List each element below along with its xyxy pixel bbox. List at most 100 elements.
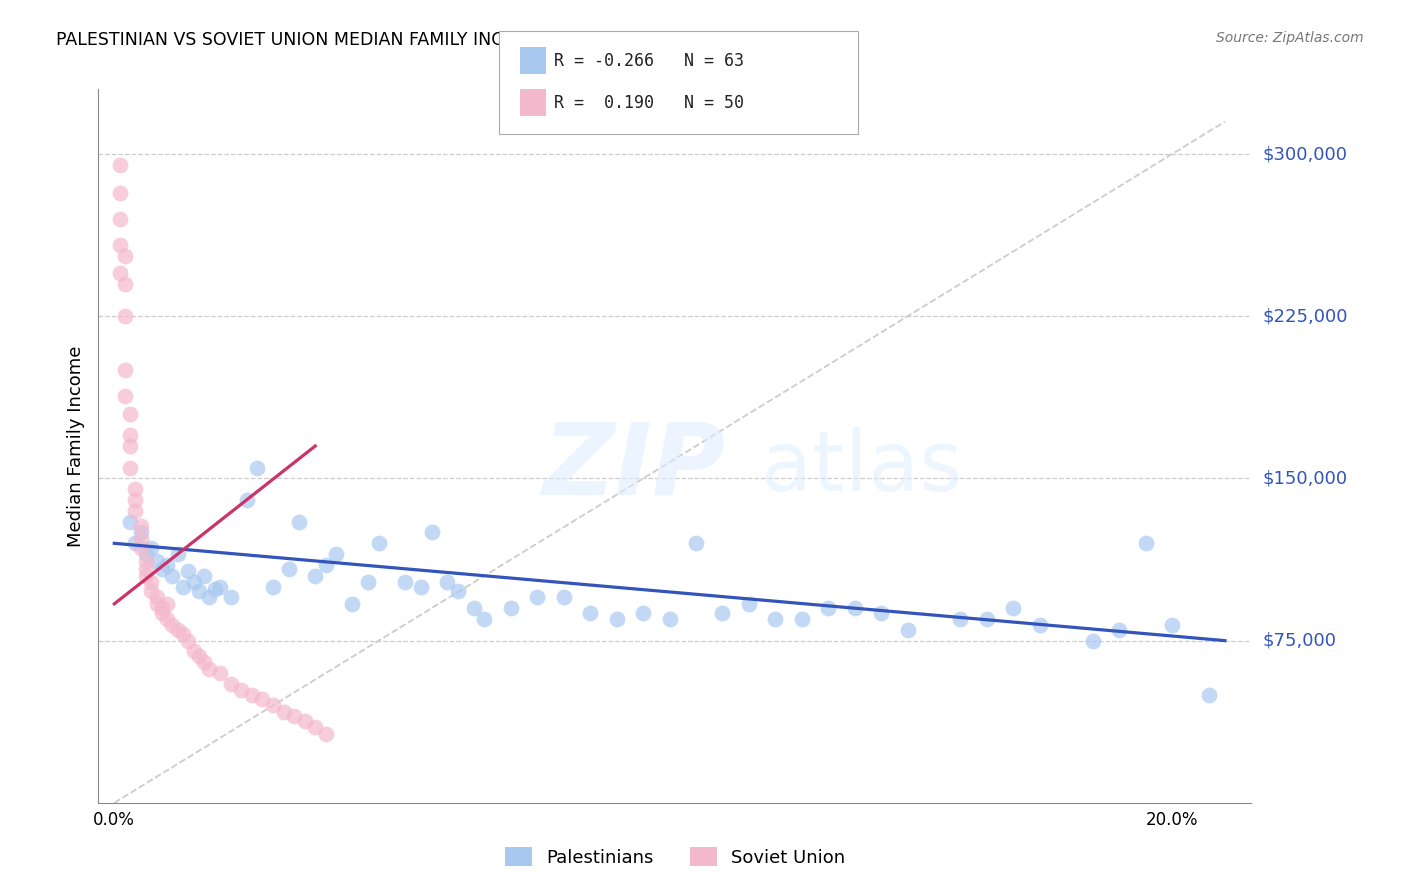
Point — [108, 158, 131, 172]
Point — [1029, 618, 1052, 632]
Point — [304, 720, 326, 734]
Point — [1108, 623, 1130, 637]
Point — [1198, 688, 1220, 702]
Point — [156, 597, 179, 611]
Point — [177, 565, 200, 579]
Point — [474, 612, 496, 626]
Y-axis label: Median Family Income: Median Family Income — [66, 345, 84, 547]
Point — [283, 709, 305, 723]
Point — [129, 519, 152, 533]
Point — [235, 493, 257, 508]
Point — [120, 460, 142, 475]
Text: $75,000: $75,000 — [1263, 632, 1337, 649]
Point — [949, 612, 972, 626]
Point — [183, 575, 205, 590]
Point — [294, 714, 316, 728]
Point — [124, 493, 146, 508]
Point — [183, 644, 205, 658]
Point — [209, 580, 232, 594]
Point — [420, 525, 443, 540]
Point — [897, 623, 920, 637]
Point — [114, 310, 136, 324]
Point — [763, 612, 786, 626]
Point — [108, 211, 131, 226]
Point — [124, 504, 146, 518]
Point — [156, 558, 179, 572]
Point — [209, 666, 232, 681]
Point — [499, 601, 522, 615]
Point — [129, 532, 152, 546]
Point — [262, 698, 284, 713]
Point — [129, 541, 152, 555]
Text: $300,000: $300,000 — [1263, 145, 1347, 163]
Point — [141, 583, 163, 598]
Point — [120, 428, 142, 442]
Point — [252, 692, 274, 706]
Point — [325, 547, 347, 561]
Point — [273, 705, 295, 719]
Point — [193, 655, 215, 669]
Point — [108, 238, 131, 252]
Point — [135, 547, 157, 561]
Point — [150, 606, 173, 620]
Point — [844, 601, 866, 615]
Point — [447, 583, 470, 598]
Point — [124, 536, 146, 550]
Point — [738, 597, 761, 611]
Point — [685, 536, 707, 550]
Point — [145, 591, 167, 605]
Point — [198, 662, 221, 676]
Point — [219, 677, 242, 691]
Point — [166, 623, 188, 637]
Point — [135, 553, 157, 567]
Point — [172, 580, 194, 594]
Point — [817, 601, 839, 615]
Point — [436, 575, 458, 590]
Point — [193, 568, 215, 582]
Point — [246, 460, 269, 475]
Point — [526, 591, 548, 605]
Point — [658, 612, 681, 626]
Point — [870, 606, 893, 620]
Point — [315, 726, 337, 740]
Point — [156, 612, 179, 626]
Point — [166, 547, 188, 561]
Point — [357, 575, 380, 590]
Point — [108, 266, 131, 280]
Point — [162, 618, 184, 632]
Text: R = -0.266   N = 63: R = -0.266 N = 63 — [554, 52, 744, 70]
Text: Source: ZipAtlas.com: Source: ZipAtlas.com — [1216, 31, 1364, 45]
Point — [409, 580, 432, 594]
Point — [342, 597, 364, 611]
Text: R =  0.190   N = 50: R = 0.190 N = 50 — [554, 94, 744, 112]
Point — [367, 536, 389, 550]
Text: $150,000: $150,000 — [1263, 469, 1347, 487]
Point — [141, 541, 163, 555]
Point — [114, 249, 136, 263]
Legend: Palestinians, Soviet Union: Palestinians, Soviet Union — [495, 838, 855, 876]
Point — [315, 558, 337, 572]
Point — [240, 688, 263, 702]
Point — [198, 591, 221, 605]
Text: atlas: atlas — [762, 427, 963, 508]
Point — [120, 407, 142, 421]
Point — [277, 562, 299, 576]
Text: PALESTINIAN VS SOVIET UNION MEDIAN FAMILY INCOME CORRELATION CHART: PALESTINIAN VS SOVIET UNION MEDIAN FAMIL… — [56, 31, 738, 49]
Point — [1135, 536, 1157, 550]
Point — [231, 683, 253, 698]
Point — [108, 186, 131, 200]
Point — [631, 606, 654, 620]
Point — [150, 562, 173, 576]
Point — [304, 568, 326, 582]
Point — [204, 582, 226, 596]
Point — [135, 568, 157, 582]
Point — [394, 575, 416, 590]
Point — [790, 612, 813, 626]
Point — [177, 633, 200, 648]
Point — [219, 591, 242, 605]
Point — [150, 601, 173, 615]
Point — [187, 648, 209, 663]
Point — [172, 627, 194, 641]
Point — [553, 591, 575, 605]
Point — [1081, 633, 1104, 648]
